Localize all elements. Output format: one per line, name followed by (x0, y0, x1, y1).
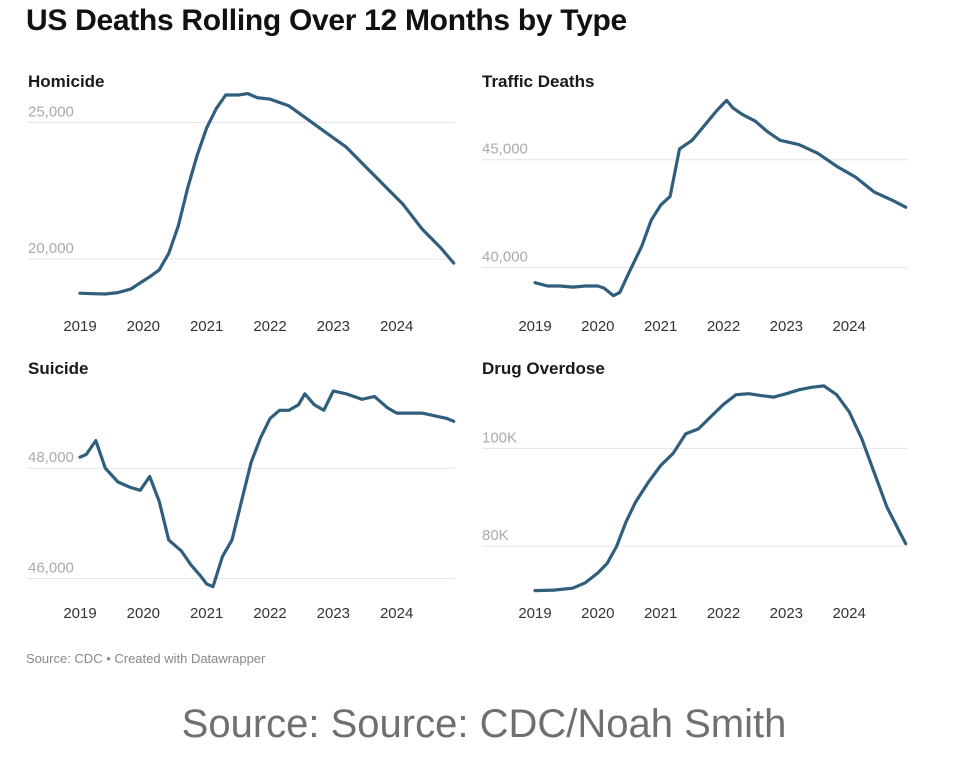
x-tick-label: 2022 (707, 605, 740, 622)
x-tick-label: 2021 (644, 318, 677, 335)
x-tick-label: 2020 (581, 318, 614, 335)
x-tick-label: 2020 (127, 605, 160, 622)
chart-panel-0: Homicide 20,000 25,000 2019 2020 2021 2022 2023… (28, 72, 456, 335)
chart-panel-3: Drug Overdose 80K 100K 2019 2020 2021 2022 2023… (482, 359, 908, 622)
series-line (78, 91, 456, 296)
y-tick-label: 80K (482, 527, 509, 544)
y-tick-label: 45,000 (482, 141, 528, 158)
chart-footer: Source: CDC • Created with Datawrapper (26, 651, 266, 666)
x-tick-label: 2021 (644, 605, 677, 622)
x-tick-label: 2023 (317, 605, 350, 622)
x-tick-label: 2023 (770, 318, 803, 335)
x-tick-label: 2019 (518, 318, 551, 335)
y-tick-label: 20,000 (28, 240, 74, 257)
small-multiples-chart: Homicide 20,000 25,000 2019 2020 2021 2022 2023… (28, 72, 908, 622)
x-tick-label: 2019 (63, 318, 96, 335)
image-credit: Source: Source: CDC/Noah Smith (181, 702, 787, 746)
x-tick-label: 2022 (253, 318, 286, 335)
x-tick-label: 2020 (581, 605, 614, 622)
y-tick-label: 46,000 (28, 559, 74, 576)
y-tick-label: 48,000 (28, 449, 74, 466)
x-tick-label: 2019 (63, 605, 96, 622)
charts-grid: Homicide 20,000 25,000 2019 2020 2021 2022 2023… (28, 72, 908, 622)
x-tick-label: 2021 (190, 605, 223, 622)
y-tick-label: 100K (482, 429, 517, 446)
chart-panel-1: Traffic Deaths 40,000 45,000 2019 2020 2021 20… (482, 72, 908, 335)
x-tick-label: 2024 (832, 605, 865, 622)
panel-title: Traffic Deaths (482, 72, 594, 91)
y-tick-label: 40,000 (482, 249, 528, 266)
series-line (78, 389, 456, 589)
x-tick-label: 2024 (380, 605, 413, 622)
panel-title: Drug Overdose (482, 359, 605, 378)
x-tick-label: 2022 (253, 605, 286, 622)
x-tick-label: 2021 (190, 318, 223, 335)
series-line (533, 98, 908, 298)
x-tick-label: 2024 (832, 318, 865, 335)
x-tick-label: 2022 (707, 318, 740, 335)
y-tick-label: 25,000 (28, 103, 74, 120)
chart-panel-2: Suicide 46,000 48,000 2019 2020 2021 2022 2023 2… (28, 359, 456, 622)
x-tick-label: 2024 (380, 318, 413, 335)
series-line (533, 384, 908, 593)
x-tick-label: 2023 (317, 318, 350, 335)
panel-title: Suicide (28, 359, 88, 378)
panel-title: Homicide (28, 72, 105, 91)
x-tick-label: 2023 (770, 605, 803, 622)
x-tick-label: 2019 (518, 605, 551, 622)
page-title: US Deaths Rolling Over 12 Months by Type (26, 4, 627, 37)
x-tick-label: 2020 (127, 318, 160, 335)
